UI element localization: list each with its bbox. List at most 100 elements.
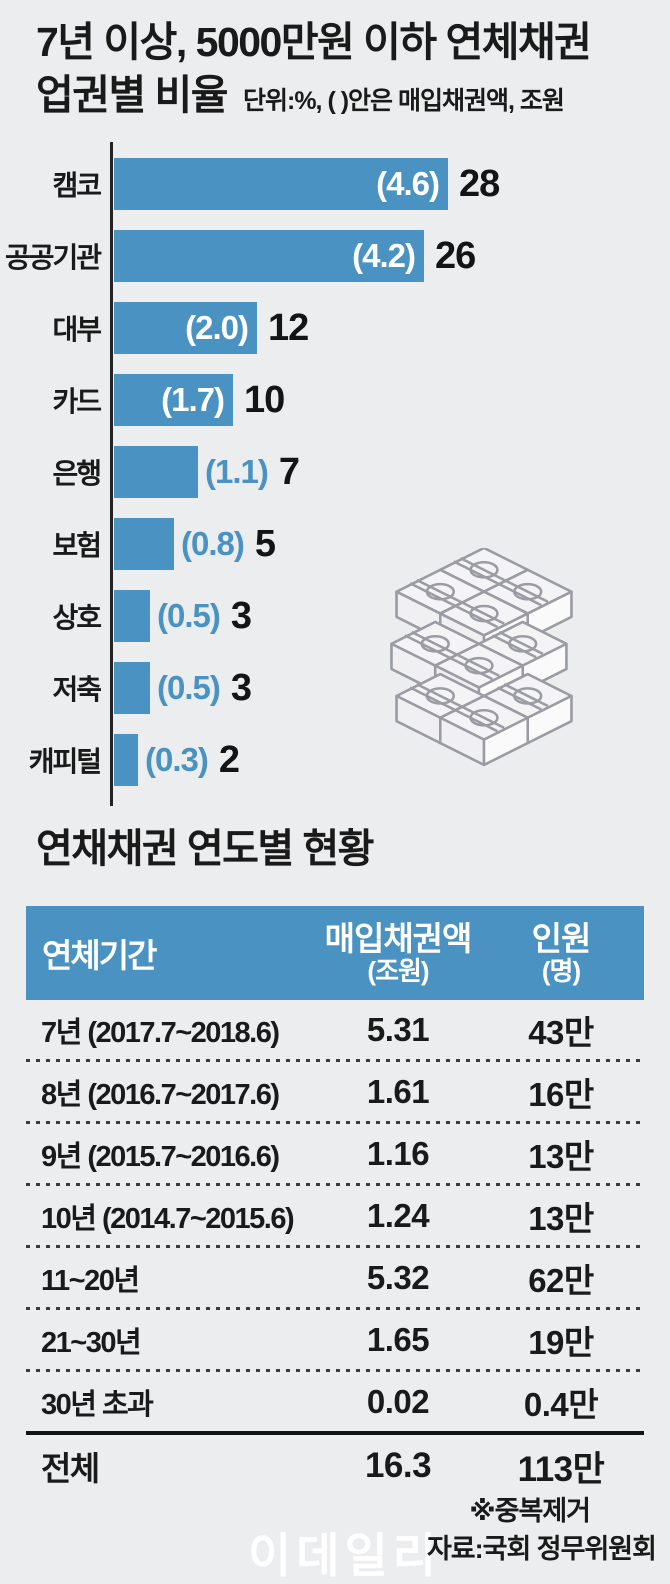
bar: (1.7) (114, 374, 233, 426)
table-row: 30년 초과 0.02 0.4만 (26, 1372, 644, 1431)
bar-row: 카드 (1.7) 10 (0, 374, 670, 426)
bar-amount-label-outside: (0.8) (181, 525, 245, 562)
row-amount-value: 1.61 (366, 1072, 430, 1110)
bar-track: (0.8) 5 (114, 518, 670, 570)
bar-row: 공공기관 (4.2) 26 (0, 230, 670, 282)
bar-category-label: 은행 (52, 458, 102, 489)
dedup-footnote: ※중복제거 (469, 1496, 591, 1526)
chart-title-line2: 업권별 비율 (36, 72, 229, 119)
bar-track: (1.1) 7 (114, 446, 670, 498)
bar-track: (4.6) 28 (114, 158, 670, 210)
bar (114, 446, 198, 498)
row-separator (26, 1369, 644, 1372)
bar-rows: 캠코 (4.6) 28 공공기관 (4.2) 26 대부 (2.0) 12 (0, 158, 670, 806)
row-people-value: 19만 (528, 1323, 594, 1361)
bar (114, 518, 174, 570)
unit-note: 단위:%, ( )안은 매입채권액, 조원 (243, 87, 565, 116)
bar-row: 캐피털 (0.3) 2 (0, 734, 670, 786)
total-amount: 16.3 (364, 1446, 432, 1485)
bar-row: 대부 (2.0) 12 (0, 302, 670, 354)
row-people-value: 16만 (528, 1075, 594, 1113)
row-amount-value: 5.32 (366, 1258, 430, 1296)
bar-row: 보험 (0.8) 5 (0, 518, 670, 570)
row-people-value: 13만 (528, 1199, 594, 1237)
bar-row: 캠코 (4.6) 28 (0, 158, 670, 210)
bar-category-label: 보험 (52, 530, 102, 561)
table-header: 연체기간 매입채권액 (조원) 인원 (명) (26, 906, 644, 1000)
bar-amount-label-outside: (1.1) (205, 453, 269, 490)
bar-value-label: 12 (268, 306, 309, 349)
bar: (4.6) (114, 158, 448, 210)
bar-chart: 캠코 (4.6) 28 공공기관 (4.2) 26 대부 (2.0) 12 (0, 142, 670, 810)
row-separator (26, 1059, 644, 1062)
bar-category-label: 공공기관 (4, 242, 102, 273)
row-people-value: 62만 (528, 1261, 594, 1299)
data-table: 연체기간 매입채권액 (조원) 인원 (명) 7년 (2017.7~2018.6… (26, 906, 644, 1497)
total-people: 113만 (517, 1449, 605, 1489)
bar-category-label: 상호 (52, 602, 102, 633)
bar-value-label: 10 (244, 378, 285, 421)
bar-category-label: 대부 (52, 314, 102, 345)
row-period-label: 10년 (2014.7~2015.6) (41, 1202, 295, 1235)
bar-row: 은행 (1.1) 7 (0, 446, 670, 498)
bar-row: 상호 (0.5) 3 (0, 590, 670, 642)
bar-value-label: 2 (218, 738, 240, 781)
bar-amount-label-inside: (1.7) (161, 381, 225, 418)
bar-amount-label-inside: (4.2) (352, 237, 416, 274)
table-row: 11~20년 5.32 62만 (26, 1248, 644, 1307)
table-row: 7년 (2017.7~2018.6) 5.31 43만 (26, 1000, 644, 1059)
bar: (4.2) (114, 230, 424, 282)
row-separator (26, 1183, 644, 1186)
row-amount-value: 1.16 (366, 1134, 430, 1172)
bar-value-label: 3 (230, 594, 252, 637)
bar-amount-label-inside: (2.0) (185, 309, 249, 346)
bar-amount-label-outside: (0.3) (145, 741, 209, 778)
row-period-label: 11~20년 (41, 1264, 140, 1297)
table-row: 21~30년 1.65 19만 (26, 1310, 644, 1369)
table-row: 9년 (2015.7~2016.6) 1.16 13만 (26, 1124, 644, 1183)
bar-amount-label-outside: (0.5) (157, 597, 221, 634)
col-header-people: 인원 (명) (531, 920, 592, 986)
row-period-label: 7년 (2017.7~2018.6) (41, 1016, 280, 1049)
bar-track: (4.2) 26 (114, 230, 670, 282)
row-separator (26, 1121, 644, 1124)
bar-track: (0.5) 3 (114, 662, 670, 714)
source-credit: 자료:국회 정무위원회 (426, 1534, 657, 1564)
bar-value-label: 26 (435, 234, 476, 277)
col-header-amount: 매입채권액 (조원) (324, 920, 473, 986)
chart-title: 7년 이상, 5000만원 이하 연체채권 업권별 비율 단위:%, ( )안은… (36, 16, 592, 123)
row-period-label: 9년 (2015.7~2016.6) (41, 1140, 280, 1173)
bar-track: (1.7) 10 (114, 374, 670, 426)
row-period-label: 8년 (2016.7~2017.6) (41, 1078, 280, 1111)
total-label: 전체 (41, 1450, 100, 1487)
bar-value-label: 5 (254, 522, 276, 565)
bar-track: (0.5) 3 (114, 590, 670, 642)
bar-value-label: 7 (278, 450, 300, 493)
bar-category-label: 캐피털 (28, 746, 102, 777)
total-separator-line (26, 1431, 644, 1435)
edaily-watermark-logo: 이데일리 (248, 1529, 441, 1582)
row-people-value: 13만 (528, 1137, 594, 1175)
bar-value-label: 3 (230, 666, 252, 709)
bar-value-label: 28 (459, 162, 500, 205)
row-separator (26, 1307, 644, 1310)
row-amount-value: 1.24 (366, 1196, 430, 1234)
row-amount-value: 5.31 (366, 1010, 430, 1048)
bar-category-label: 저축 (52, 674, 102, 705)
row-amount-value: 1.65 (366, 1320, 430, 1358)
row-amount-value: 0.02 (366, 1382, 430, 1420)
bar (114, 662, 150, 714)
table-body: 7년 (2017.7~2018.6) 5.31 43만 8년 (2016.7~2… (26, 1000, 644, 1431)
row-separator (26, 1245, 644, 1248)
col-header-period: 연체기간 (42, 937, 157, 974)
money-stack-illustration (390, 548, 573, 767)
row-people-value: 43만 (528, 1013, 594, 1051)
bar-amount-label-outside: (0.5) (157, 669, 221, 706)
bar-category-label: 카드 (52, 386, 102, 417)
bar-track: (2.0) 12 (114, 302, 670, 354)
bar: (2.0) (114, 302, 257, 354)
row-period-label: 30년 초과 (41, 1388, 154, 1421)
table-title: 연채채권 연도별 현황 (36, 827, 374, 871)
bar-amount-label-inside: (4.6) (376, 165, 440, 202)
